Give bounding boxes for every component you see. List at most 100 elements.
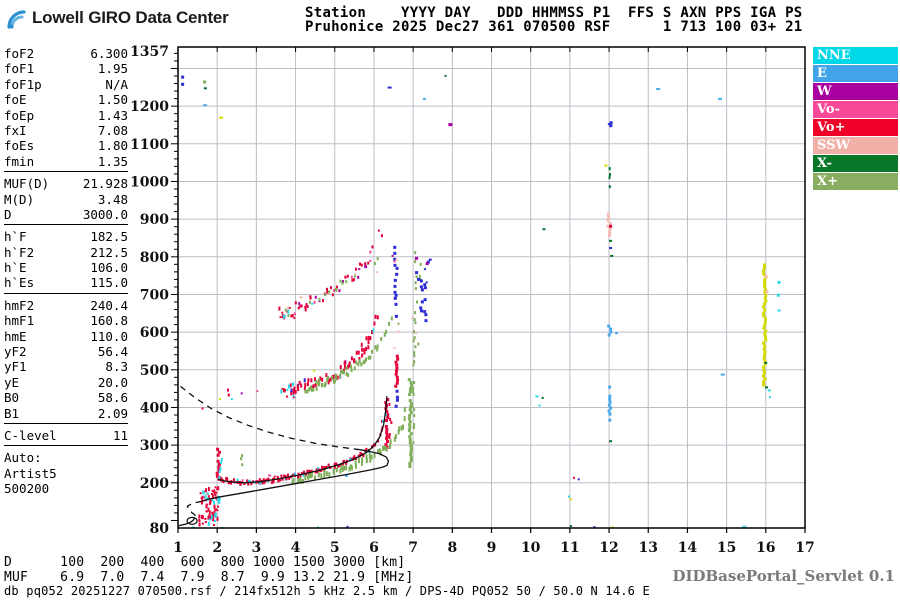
y-tick-label: 1100	[130, 137, 169, 153]
param-label: M(D)	[4, 191, 35, 207]
param-label: hmF1	[4, 313, 35, 329]
param-label: fmin	[4, 153, 35, 169]
param-row-fmin: fmin 1.35	[4, 154, 128, 169]
parameter-panel: foF2 6.300 foF1 1.95 foF1p N/A foE 1.50 foEp 1.43…	[4, 46, 128, 497]
header-bar: Lowell GIRO Data Center Station YYYY DAY…	[0, 0, 900, 40]
muf-distance-table: D 100 200 400 600 800 1000 1500 3000 [km…	[4, 555, 414, 585]
x-tick-label: 3	[252, 540, 262, 556]
param-value: 106.0	[90, 260, 128, 276]
param-value: 160.8	[90, 313, 128, 329]
param-label: foE	[4, 92, 27, 108]
muf-table-muf-row: MUF 6.9 7.0 7.4 7.9 8.7 9.9 13.2 21.9 [M…	[4, 569, 414, 585]
param-label: hmE	[4, 328, 27, 344]
param-row-hes: h`Es 115.0	[4, 275, 128, 290]
param-row-b1: B1 2.09	[4, 406, 128, 421]
param-label: h`Es	[4, 275, 35, 291]
lowell-giro-logo-icon	[7, 10, 26, 29]
param-row-fof1: foF1 1.95	[4, 61, 128, 76]
profile-E	[178, 517, 196, 527]
param-value: 240.4	[90, 297, 128, 313]
y-tick-label: 600	[140, 325, 169, 341]
param-label: C-level	[4, 427, 57, 443]
param-row-b0: B0 58.6	[4, 390, 128, 405]
param-value: 115.0	[90, 275, 128, 291]
station-header: Station YYYY DAY DDD HHMMSS P1 FFS S AXN…	[305, 6, 803, 34]
echo-layer	[181, 74, 781, 529]
param-label: foEs	[4, 138, 35, 154]
autoscaling-info-line: 500200	[4, 481, 50, 497]
param-label: B1	[4, 405, 20, 421]
param-value: 182.5	[90, 229, 128, 245]
autoscaling-info-line: Artist5	[4, 465, 57, 481]
param-label: yE	[4, 374, 20, 390]
y-tick-label: 200	[140, 476, 169, 492]
param-label: yF2	[4, 344, 27, 360]
param-row-mufd: MUF(D) 21.928	[4, 176, 128, 191]
legend-item-w: W	[813, 83, 898, 100]
param-value: 1.95	[97, 61, 128, 77]
panel-divider	[4, 422, 128, 428]
param-value: 21.928	[82, 176, 128, 192]
param-row-d: D 3000.0	[4, 207, 128, 222]
y-tick-label: 1000	[130, 174, 169, 190]
param-row-he: h`E 106.0	[4, 260, 128, 275]
legend-item-vo: Vo+	[813, 119, 898, 136]
param-label: MUF(D)	[4, 176, 50, 192]
legend-item-x: X+	[813, 173, 898, 190]
x-tick-label: 7	[408, 540, 418, 556]
x-tick-label: 8	[447, 540, 457, 556]
param-value: 3.48	[97, 191, 128, 207]
param-value: 3000.0	[82, 206, 128, 222]
y-tick-label: 400	[140, 400, 169, 416]
profile-F	[202, 449, 390, 502]
param-row-ye: yE 20.0	[4, 375, 128, 390]
param-label: foF1	[4, 61, 35, 77]
status-line: db pq052 20251227 070500.rsf / 214fx512h…	[4, 584, 650, 598]
brand-title: Lowell GIRO Data Center	[32, 8, 229, 27]
param-value: 110.0	[90, 328, 128, 344]
x-tick-label: 14	[678, 540, 698, 556]
y-tick-label: 1357	[130, 44, 169, 60]
param-value: 20.0	[97, 374, 128, 390]
param-label: h`F	[4, 229, 27, 245]
param-value: 1.80	[97, 138, 128, 154]
x-tick-label: 13	[639, 540, 658, 556]
autoscaling-info-line: Auto:	[4, 450, 42, 466]
panel-divider	[4, 292, 128, 298]
legend-item-x: X-	[813, 155, 898, 172]
x-tick-label: 5	[330, 540, 340, 556]
panel-divider	[4, 224, 128, 229]
param-row-foe: foE 1.50	[4, 92, 128, 107]
x-tick-label: 11	[560, 540, 579, 556]
param-value: 56.4	[97, 344, 128, 360]
legend: NNE E W Vo- Vo+ SSW X- X+	[813, 47, 898, 191]
param-row-fxi: fxI 7.08	[4, 123, 128, 138]
param-value: 1.35	[97, 153, 128, 169]
axis-layer: 1 2 3 4 5 6 7 8 9 10 11 12 13 14 15 16 17802003004005006…	[130, 44, 815, 556]
station-header-line2: Pruhonice 2025 Dec27 361 070500 RSF 1 71…	[305, 19, 803, 35]
param-label: foF2	[4, 46, 35, 61]
profile-valley	[186, 500, 203, 517]
profile-layer	[177, 383, 390, 527]
y-tick-label: 800	[140, 250, 169, 266]
param-row-hme: hmE 110.0	[4, 329, 128, 344]
station-header-line1: Station YYYY DAY DDD HHMMSS P1 FFS S AXN…	[305, 5, 803, 21]
y-tick-label: 300	[140, 438, 169, 454]
param-label: foEp	[4, 107, 35, 123]
y-tick-label: 900	[140, 212, 169, 228]
param-label: h`F2	[4, 244, 35, 260]
x-tick-label: 15	[717, 540, 736, 556]
x-tick-label: 9	[487, 540, 497, 556]
ionogram-plot: 1 2 3 4 5 6 7 8 9 10 11 12 13 14 15 16 17802003004005006…	[130, 44, 815, 556]
param-value: 212.5	[90, 244, 128, 260]
param-value: 58.6	[97, 390, 128, 406]
param-row-yf2: yF2 56.4	[4, 344, 128, 359]
x-tick-label: 4	[291, 540, 301, 556]
param-row-yf1: yF1 8.3	[4, 359, 128, 374]
legend-item-e: E	[813, 65, 898, 82]
profile-topside	[177, 383, 360, 451]
param-value: 8.3	[105, 359, 128, 375]
x-tick-label: 6	[369, 540, 379, 556]
param-row-fof1p: foF1p N/A	[4, 77, 128, 92]
